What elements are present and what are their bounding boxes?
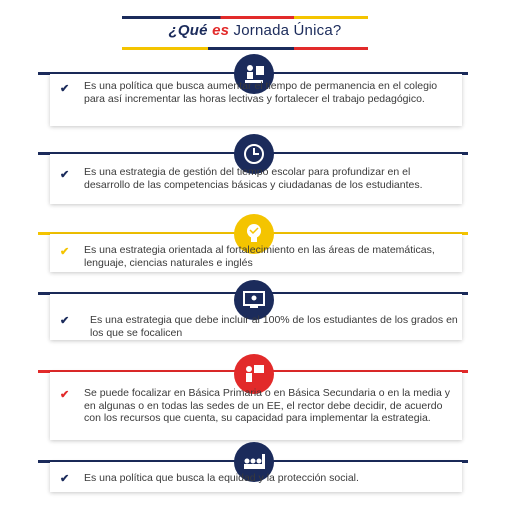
item-3: ✔ Es una estrategia orientada al fortale… bbox=[0, 212, 510, 282]
check-icon: ✔ bbox=[60, 389, 70, 401]
item-5: ✔ Se puede focalizar en Básica Primaria … bbox=[0, 350, 510, 450]
title-bar-bottom bbox=[122, 47, 368, 50]
item-2: ✔ Es una estrategia de gestión del tiemp… bbox=[0, 132, 510, 212]
lightbulb-icon bbox=[234, 214, 274, 254]
item-text: Se puede focalizar en Básica Primaria o … bbox=[84, 387, 450, 424]
title-rest: Jornada Única? bbox=[233, 22, 342, 39]
check-icon: ✔ bbox=[60, 246, 70, 258]
check-icon: ✔ bbox=[60, 473, 70, 485]
item-text: Es una estrategia de gestión del tiempo … bbox=[84, 166, 423, 191]
item-6: ✔ Es una política que busca la equidad y… bbox=[0, 440, 510, 510]
title-bar-top bbox=[122, 16, 368, 19]
item-4: ✔ Es una estrategia que debe incluir al … bbox=[0, 272, 510, 352]
screen-icon bbox=[234, 280, 274, 320]
audience-icon bbox=[234, 442, 274, 482]
check-icon: ✔ bbox=[60, 83, 70, 95]
item-text: Es una política que busca aumentar el ti… bbox=[84, 80, 438, 105]
check-icon: ✔ bbox=[60, 169, 70, 181]
page-title: ¿Qué es Jornada Única? bbox=[0, 22, 510, 39]
item-text: Es una estrategia orientada al fortaleci… bbox=[84, 244, 435, 269]
check-icon: ✔ bbox=[60, 315, 70, 327]
title-es: es bbox=[212, 22, 230, 39]
item-text: Es una política que busca la equidad y l… bbox=[84, 472, 359, 484]
item-text: Es una estrategia que debe incluir al 10… bbox=[90, 314, 458, 339]
clock-icon bbox=[234, 134, 274, 174]
item-1: ✔ Es una política que busca aumentar el … bbox=[0, 52, 510, 132]
title-banner: ¿Qué es Jornada Única? bbox=[0, 16, 510, 50]
teacher-icon bbox=[234, 354, 274, 394]
presenter-icon bbox=[234, 54, 274, 94]
title-question: ¿Qué bbox=[168, 22, 208, 39]
